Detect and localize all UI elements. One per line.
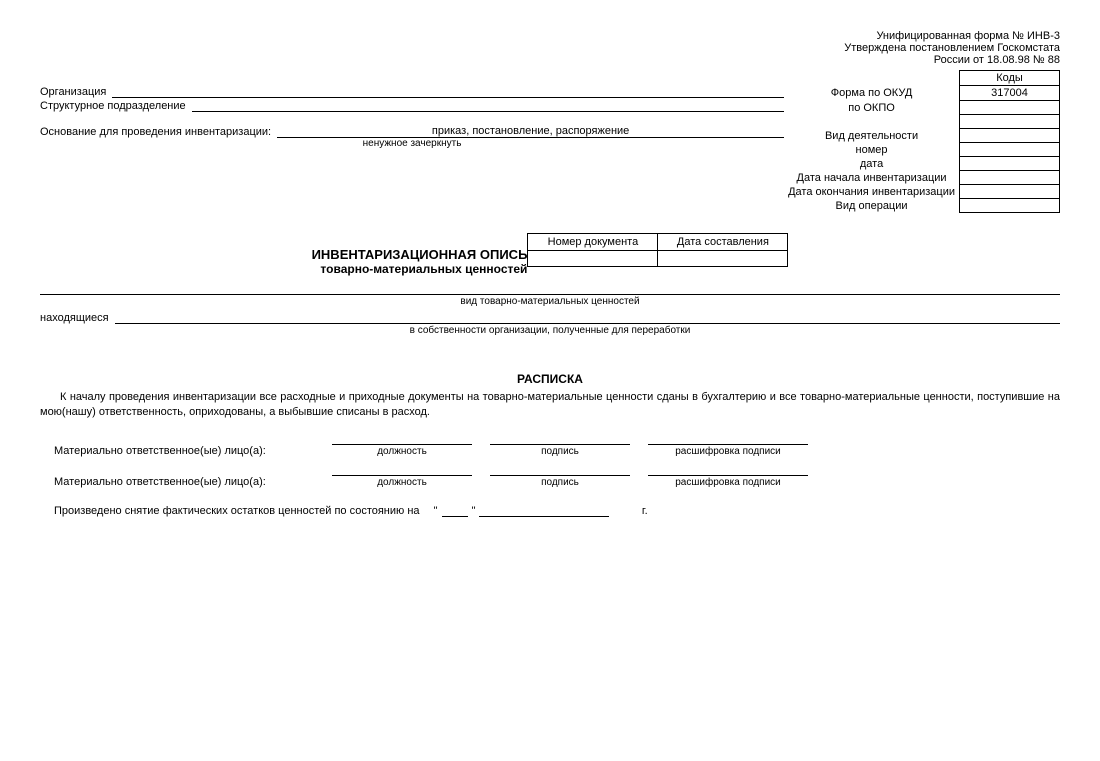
sign-signature-1: подпись (490, 432, 630, 457)
op-value[interactable] (960, 199, 1060, 213)
snap-month-input[interactable] (479, 504, 609, 517)
org-input[interactable] (112, 85, 784, 98)
sign-label-2: Материально ответственное(ые) лицо(а): (54, 476, 314, 488)
op-label: Вид операции (784, 199, 959, 213)
located-caption: в собственности организации, полученные … (40, 325, 1060, 336)
activity-label: Вид деятельности (784, 129, 959, 143)
number-value[interactable] (960, 143, 1060, 157)
dept-row: Структурное подразделение (40, 99, 784, 112)
signature-input-2[interactable] (490, 463, 630, 476)
located-row: находящиеся (40, 311, 1060, 324)
decoding-input-2[interactable] (648, 463, 808, 476)
decoding-caption: расшифровка подписи (675, 446, 781, 457)
position-input-1[interactable] (332, 432, 472, 445)
snap-row: Произведено снятие фактических остатков … (40, 504, 1060, 517)
sign-signature-2: подпись (490, 463, 630, 488)
basis-input[interactable]: приказ, постановление, распоряжение (277, 125, 784, 138)
start-value[interactable] (960, 171, 1060, 185)
type-input[interactable] (40, 282, 1060, 295)
sign-row-1: Материально ответственное(ые) лицо(а): д… (40, 432, 1060, 457)
quote-close: " (472, 505, 476, 517)
sign-row-2: Материально ответственное(ые) лицо(а): д… (40, 463, 1060, 488)
quote-open: " (434, 505, 438, 517)
approved-line-2: России от 18.08.98 № 88 (40, 54, 1060, 66)
org-row: Организация (40, 85, 784, 98)
codes-title: Коды (960, 71, 1060, 86)
title-block: ИНВЕНТАРИЗАЦИОННАЯ ОПИСЬ товарно-материа… (40, 233, 1060, 276)
snap-day-input[interactable] (442, 504, 468, 517)
date-label: дата (784, 157, 959, 171)
type-caption: вид товарно-материальных ценностей (40, 296, 1060, 307)
okpo-label: по ОКПО (784, 101, 959, 115)
title-sub: товарно-материальных ценностей (312, 262, 528, 276)
sign-decoding-1: расшифровка подписи (648, 432, 808, 457)
sign-position-1: должность (332, 432, 472, 457)
basis-strike-caption: ненужное зачеркнуть (40, 138, 784, 149)
docnum-col1: Номер документа (528, 234, 658, 251)
docnum-v1[interactable] (528, 251, 658, 267)
snap-label: Произведено снятие фактических остатков … (54, 505, 420, 517)
raspiska-title: РАСПИСКА (40, 372, 1060, 386)
approved-line-1: Утверждена постановлением Госкомстата (40, 42, 1060, 54)
signature-input-1[interactable] (490, 432, 630, 445)
end-value[interactable] (960, 185, 1060, 199)
position-caption: должность (377, 446, 427, 457)
raspiska-text: К началу проведения инвентаризации все р… (40, 390, 1060, 420)
title-main: ИНВЕНТАРИЗАЦИОННАЯ ОПИСЬ (312, 247, 528, 262)
dept-input[interactable] (192, 99, 784, 112)
okud-value[interactable]: 317004 (960, 86, 1060, 101)
codes-table: Коды Форма по ОКУД317004 по ОКПО Вид дея… (784, 70, 1060, 213)
basis-label: Основание для проведения инвентаризации: (40, 126, 277, 138)
located-input[interactable] (115, 311, 1060, 324)
okpo-value[interactable] (960, 101, 1060, 115)
decoding-input-1[interactable] (648, 432, 808, 445)
start-label: Дата начала инвентаризации (784, 171, 959, 185)
sign-decoding-2: расшифровка подписи (648, 463, 808, 488)
left-fields: Организация Структурное подразделение Ос… (40, 70, 784, 149)
sign-label-1: Материально ответственное(ые) лицо(а): (54, 445, 314, 457)
located-label: находящиеся (40, 312, 115, 324)
docnum-v2[interactable] (658, 251, 788, 267)
doc-number-table: Номер документа Дата составления (527, 233, 788, 267)
position-caption-2: должность (377, 477, 427, 488)
date-value[interactable] (960, 157, 1060, 171)
end-label: Дата окончания инвентаризации (784, 185, 959, 199)
signature-caption: подпись (541, 446, 579, 457)
decoding-caption-2: расшифровка подписи (675, 477, 781, 488)
sign-position-2: должность (332, 463, 472, 488)
activity-value[interactable] (960, 129, 1060, 143)
top-section: Организация Структурное подразделение Ос… (40, 70, 1060, 213)
basis-hint: приказ, постановление, распоряжение (432, 125, 629, 137)
codes-block: Коды Форма по ОКУД317004 по ОКПО Вид дея… (784, 70, 1060, 213)
year-suffix: г. (642, 505, 648, 517)
position-input-2[interactable] (332, 463, 472, 476)
basis-block: Основание для проведения инвентаризации:… (40, 125, 784, 149)
number-label: номер (784, 143, 959, 157)
form-header: Унифицированная форма № ИНВ-3 Утверждена… (40, 30, 1060, 66)
okud-label: Форма по ОКУД (784, 86, 959, 101)
dept-label: Структурное подразделение (40, 100, 192, 112)
blank-after-okpo[interactable] (960, 115, 1060, 129)
form-number-line: Унифицированная форма № ИНВ-3 (40, 30, 1060, 42)
signature-caption-2: подпись (541, 477, 579, 488)
docnum-col2: Дата составления (658, 234, 788, 251)
org-label: Организация (40, 86, 112, 98)
